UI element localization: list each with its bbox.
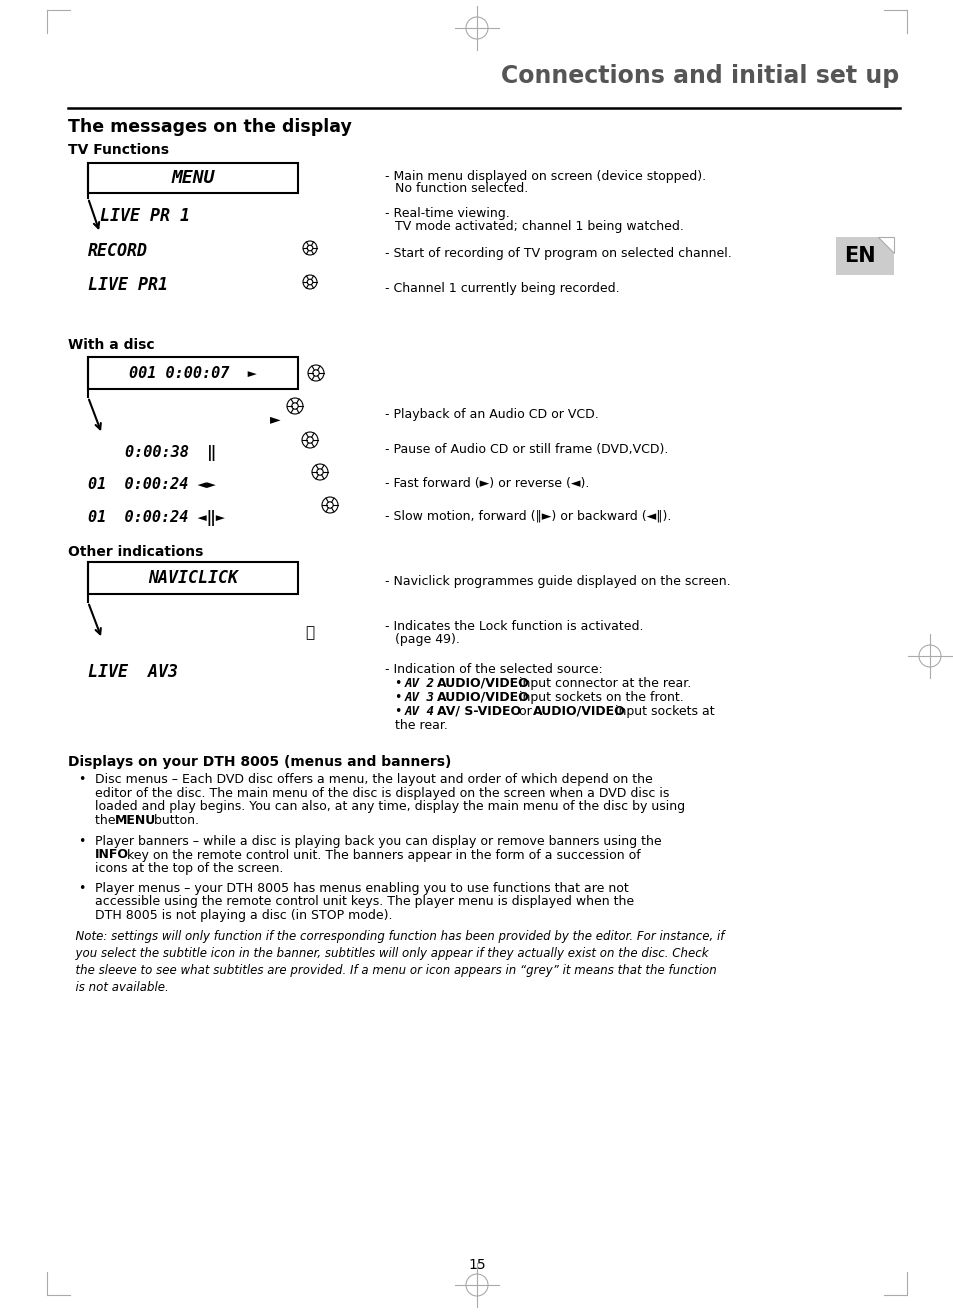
Text: No function selected.: No function selected.	[395, 183, 528, 196]
Text: (page 49).: (page 49).	[395, 633, 459, 646]
Text: button.: button.	[150, 814, 199, 826]
Text: Player menus – your DTH 8005 has menus enabling you to use functions that are no: Player menus – your DTH 8005 has menus e…	[95, 882, 628, 895]
Bar	[88, 562, 297, 593]
Text: LIVE PR 1: LIVE PR 1	[100, 207, 190, 225]
Text: •: •	[78, 773, 85, 786]
Text: key on the remote control unit. The banners appear in the form of a succession o: key on the remote control unit. The bann…	[123, 848, 640, 861]
Text: Player banners – while a disc is playing back you can display or remove banners : Player banners – while a disc is playing…	[95, 835, 661, 848]
Text: - Fast forward (►) or reverse (◄).: - Fast forward (►) or reverse (◄).	[385, 477, 589, 490]
Text: •: •	[395, 705, 406, 718]
Text: AUDIO/VIDEO: AUDIO/VIDEO	[436, 691, 529, 704]
Text: TV mode activated; channel 1 being watched.: TV mode activated; channel 1 being watch…	[395, 221, 683, 232]
Bar	[88, 357, 297, 389]
Text: With a disc: With a disc	[68, 337, 154, 352]
Text: - Slow motion, forward (‖►) or backward (◄‖).: - Slow motion, forward (‖►) or backward …	[385, 509, 671, 523]
Bar	[88, 163, 297, 193]
Text: loaded and play begins. You can also, at any time, display the main menu of the : loaded and play begins. You can also, at…	[95, 800, 684, 813]
Text: :: :	[429, 705, 436, 718]
Text: AUDIO/VIDEO: AUDIO/VIDEO	[436, 678, 529, 691]
Text: 001 0:00:07  ►: 001 0:00:07 ►	[129, 365, 256, 381]
Text: - Naviclick programmes guide displayed on the screen.: - Naviclick programmes guide displayed o…	[385, 575, 730, 588]
Text: - Real-time viewing.: - Real-time viewing.	[385, 207, 509, 221]
Text: LIVE  AV3: LIVE AV3	[88, 663, 178, 681]
Text: or: or	[515, 705, 536, 718]
Text: •: •	[78, 835, 85, 848]
Text: input sockets at: input sockets at	[610, 705, 714, 718]
Text: input connector at the rear.: input connector at the rear.	[515, 678, 691, 691]
Text: - Main menu displayed on screen (device stopped).: - Main menu displayed on screen (device …	[385, 169, 705, 183]
Text: INFO: INFO	[95, 848, 129, 861]
Text: 01  0:00:24 ◄►: 01 0:00:24 ◄►	[88, 477, 215, 492]
Text: - Indication of the selected source:: - Indication of the selected source:	[385, 663, 602, 676]
Text: DTH 8005 is not playing a disc (in STOP mode).: DTH 8005 is not playing a disc (in STOP …	[95, 909, 392, 922]
Text: ►: ►	[270, 412, 280, 425]
Text: AV 3: AV 3	[405, 691, 435, 704]
Text: 15: 15	[468, 1258, 485, 1272]
Text: input sockets on the front.: input sockets on the front.	[515, 691, 683, 704]
Text: NAVICLICK: NAVICLICK	[148, 569, 237, 587]
Text: Displays on your DTH 8005 (menus and banners): Displays on your DTH 8005 (menus and ban…	[68, 755, 451, 769]
Text: Other indications: Other indications	[68, 545, 203, 559]
Text: icons at the top of the screen.: icons at the top of the screen.	[95, 863, 283, 874]
Text: accessible using the remote control unit keys. The player menu is displayed when: accessible using the remote control unit…	[95, 895, 634, 909]
Text: Connections and initial set up: Connections and initial set up	[500, 64, 898, 88]
Polygon shape	[877, 238, 893, 253]
Text: Disc menus – Each DVD disc offers a menu, the layout and order of which depend o: Disc menus – Each DVD disc offers a menu…	[95, 773, 652, 786]
Text: - Playback of an Audio CD or VCD.: - Playback of an Audio CD or VCD.	[385, 408, 598, 421]
Text: •: •	[395, 691, 406, 704]
Text: MENU: MENU	[172, 169, 214, 186]
Text: - Indicates the Lock function is activated.: - Indicates the Lock function is activat…	[385, 620, 643, 633]
Text: AV 4: AV 4	[405, 705, 435, 718]
Text: MENU: MENU	[115, 814, 156, 826]
Bar	[835, 238, 893, 274]
Text: AV/ S-VIDEO: AV/ S-VIDEO	[436, 705, 520, 718]
Text: the rear.: the rear.	[395, 720, 447, 733]
Text: Note: settings will only function if the corresponding function has been provide: Note: settings will only function if the…	[68, 930, 723, 994]
Text: •: •	[395, 678, 406, 691]
Text: AUDIO/VIDEO: AUDIO/VIDEO	[533, 705, 625, 718]
Text: editor of the disc. The main menu of the disc is displayed on the screen when a : editor of the disc. The main menu of the…	[95, 786, 669, 800]
Text: 0:00:38  ‖: 0:00:38 ‖	[125, 445, 216, 461]
Text: RECORD: RECORD	[88, 242, 148, 260]
Text: LIVE PR1: LIVE PR1	[88, 276, 168, 294]
Text: EN: EN	[843, 246, 875, 267]
Text: - Start of recording of TV program on selected channel.: - Start of recording of TV program on se…	[385, 247, 731, 260]
Text: TV Functions: TV Functions	[68, 143, 169, 158]
Text: •: •	[78, 882, 85, 895]
Text: 01  0:00:24 ◄‖►: 01 0:00:24 ◄‖►	[88, 509, 225, 527]
Text: :: :	[429, 678, 436, 691]
Text: - Channel 1 currently being recorded.: - Channel 1 currently being recorded.	[385, 282, 619, 295]
Text: the: the	[95, 814, 119, 826]
Text: - Pause of Audio CD or still frame (DVD,VCD).: - Pause of Audio CD or still frame (DVD,…	[385, 442, 668, 456]
Text: :: :	[429, 691, 436, 704]
Text: AV 2: AV 2	[405, 678, 435, 691]
Text: ⚿: ⚿	[305, 625, 314, 639]
Text: The messages on the display: The messages on the display	[68, 118, 352, 137]
